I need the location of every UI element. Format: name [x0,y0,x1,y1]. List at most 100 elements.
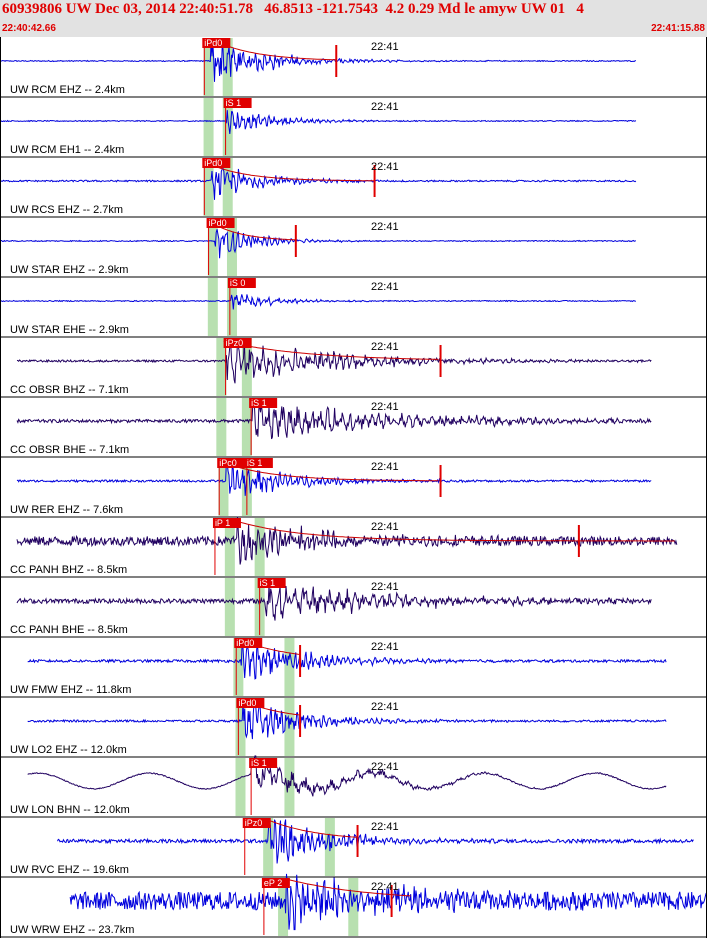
waveform-trace [57,819,694,864]
station-label: UW RCS EHZ -- 2.7km [10,204,123,216]
waveform-trace [0,229,636,259]
theoretical-arrival-band [233,638,244,696]
waveform-trace [16,584,652,621]
waveform-trace [16,338,652,384]
phase-pick-flag [261,878,290,888]
station-label: UW RCM EHZ -- 2.4km [10,84,125,96]
theoretical-arrival-band [241,398,252,456]
phase-pick-flag [249,398,278,408]
phase-pick-label: iS 1 [226,98,242,108]
phase-pick-label: iPd0 [204,158,222,168]
phase-pick-flag [227,278,256,288]
phase-pick-flag [217,458,246,468]
phase-pick-label: iPz0 [226,338,244,348]
theoretical-arrival-band [224,518,235,576]
coda-fit-line [210,164,375,182]
theoretical-arrival-band [278,878,289,936]
phase-pick-flag [202,158,231,168]
minute-tick-label: 22:41 [371,761,399,773]
station-label: UW RVC EHZ -- 19.6km [10,864,129,876]
phase-pick-label: iS 1 [251,758,267,768]
station-label: UW STAR EHE -- 2.9km [10,324,129,336]
waveform-trace [16,516,678,565]
waveform-trace [0,41,636,82]
theoretical-arrival-band [254,518,265,576]
waveform-trace [27,755,667,797]
station-label: CC OBSR BHZ -- 7.1km [10,384,129,396]
window-end-time: 22:41:15.88 [651,23,705,34]
phase-pick-flag [236,698,265,708]
minute-tick-label: 22:41 [371,641,399,653]
phase-pick-flag [242,818,271,828]
waveform-trace [0,110,637,135]
phase-pick-flag [249,758,278,768]
minute-tick-label: 22:41 [371,341,399,353]
phase-pick-label: iPz0 [245,818,263,828]
waveform-trace [69,873,707,931]
theoretical-arrival-band [216,338,227,396]
phase-pick-label: iPc0 [219,458,237,468]
station-label: CC PANH BHE -- 8.5km [10,624,128,636]
theoretical-arrival-band [203,98,214,156]
coda-fit-line [268,819,358,838]
theoretical-arrival-band [222,98,233,156]
phase-pick-label: iPd0 [204,38,222,48]
phase-pick-flag [257,578,286,588]
waveform-trace [27,640,667,680]
phase-pick-label: iP 1 [215,518,230,528]
minute-tick-label: 22:41 [371,161,399,173]
theoretical-arrival-band [348,878,359,936]
theoretical-arrival-band [226,218,237,276]
station-label: CC PANH BHZ -- 8.5km [10,564,127,576]
theoretical-arrival-band [203,38,214,96]
waveform-trace [0,294,636,310]
window-start-time: 22:40:42.66 [2,23,56,34]
station-label: UW WRW EHZ -- 23.7km [10,924,134,936]
minute-tick-label: 22:41 [371,281,399,293]
phase-pick-label: iPd0 [209,218,227,228]
minute-tick-label: 22:41 [371,521,399,533]
phase-pick-label: iS 1 [260,578,276,588]
waveform-trace [16,400,652,440]
phase-pick-label: iS 0 [230,278,246,288]
phase-pick-flag [202,38,231,48]
phase-pick-label: iS 1 [251,398,267,408]
minute-tick-label: 22:41 [371,41,399,53]
phase-pick-label: eP 2 [264,878,282,888]
phase-pick-flag [244,458,273,468]
phase-pick-flag [212,518,241,528]
theoretical-arrival-band [235,758,246,816]
waveform-trace [27,700,667,740]
station-label: UW LO2 EHZ -- 12.0km [10,744,127,756]
station-label: UW RCM EH1 -- 2.4km [10,144,124,156]
phase-pick-flag [223,338,252,348]
minute-tick-label: 22:41 [371,821,399,833]
coda-fit-line [225,462,439,482]
theoretical-arrival-band [263,818,274,876]
station-label: UW STAR EHZ -- 2.9km [10,264,128,276]
station-label: CC OBSR BHE -- 7.1km [10,444,129,456]
phase-pick-flag [234,638,263,648]
waveform-trace [16,460,652,496]
coda-fit-line [214,224,296,241]
theoretical-arrival-band [207,278,218,336]
minute-tick-label: 22:41 [371,101,399,113]
coda-fit-line [223,340,439,360]
phase-pick-flag [206,218,235,228]
station-label: UW RER EHZ -- 7.6km [10,504,123,516]
coda-fit-line [210,38,337,61]
phase-pick-flag [223,98,252,108]
theoretical-arrival-band [218,458,229,516]
coda-fit-line [285,878,411,897]
theoretical-arrival-band [222,38,233,96]
minute-tick-label: 22:41 [371,221,399,233]
theoretical-arrival-band [226,278,237,336]
minute-tick-label: 22:41 [371,581,399,593]
coda-fit-line [236,520,675,542]
event-header: 60939806 UW Dec 03, 2014 22:40:51.78 46.… [0,0,707,37]
minute-tick-label: 22:41 [371,461,399,473]
event-title: 60939806 UW Dec 03, 2014 22:40:51.78 46.… [2,1,584,17]
phase-pick-label: iPd0 [238,698,256,708]
waveform-trace [0,167,637,200]
minute-tick-label: 22:41 [371,401,399,413]
